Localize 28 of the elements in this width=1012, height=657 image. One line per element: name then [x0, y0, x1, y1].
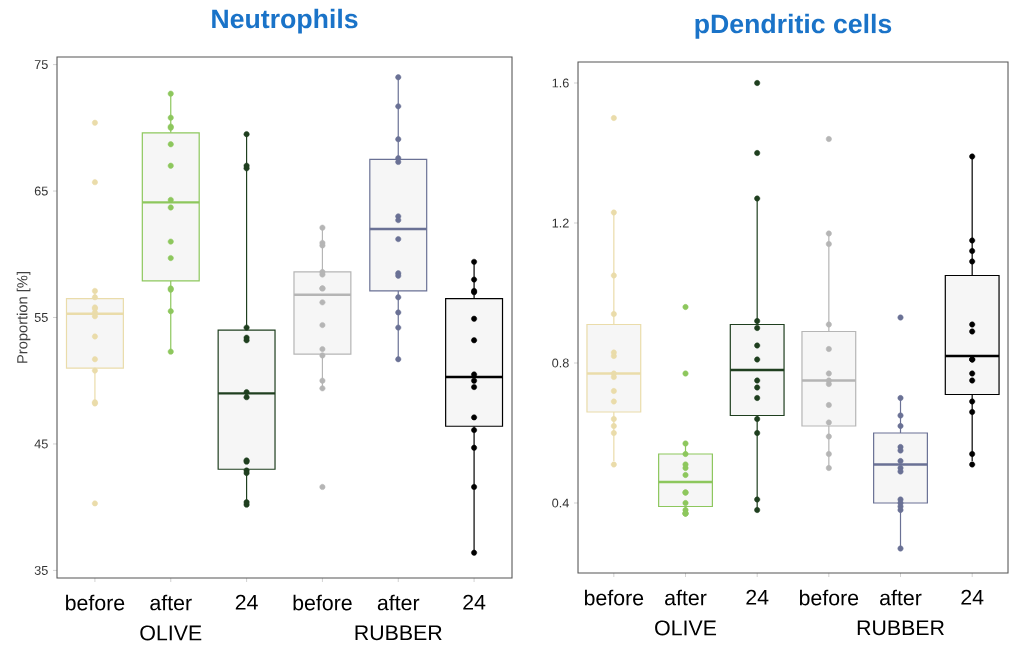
- y-tick-label: 45: [34, 439, 48, 449]
- chart-title: pDendritic cells: [695, 13, 892, 39]
- x-tick-label: after: [377, 594, 420, 611]
- text: RUBBER: [355, 625, 442, 641]
- x-tick-label: before: [293, 594, 352, 611]
- x-tick-label: before: [584, 589, 644, 606]
- x-tick-label: after: [665, 589, 707, 606]
- x-tick-label: 24: [463, 594, 486, 610]
- chart-title: Neutrophils: [212, 8, 358, 34]
- text: OLIVE: [140, 625, 202, 641]
- x-tick-label: 24: [746, 589, 769, 605]
- x-tick-label: 24: [961, 589, 984, 605]
- text: OLIVE: [655, 620, 717, 636]
- x-tick-label: before: [66, 594, 125, 611]
- x-tick-label: 24: [235, 594, 258, 610]
- y-tick-label: 0.8: [552, 358, 569, 368]
- x-tick-label: after: [150, 594, 192, 611]
- y-tick-label: 35: [34, 565, 48, 575]
- x-tick-label: before: [799, 589, 859, 606]
- y-tick-label: 75: [34, 60, 48, 69]
- y-tick-label: 1.6: [552, 78, 569, 88]
- y-tick-label: 65: [34, 186, 48, 196]
- y-axis-title: Proportion [%]: [16, 272, 31, 363]
- y-tick-label: 0.4: [552, 498, 569, 508]
- x-tick-label: after: [880, 589, 922, 606]
- y-tick-label: 1.2: [552, 218, 569, 228]
- text: RUBBER: [857, 620, 944, 636]
- y-tick-label: 55: [34, 313, 48, 322]
